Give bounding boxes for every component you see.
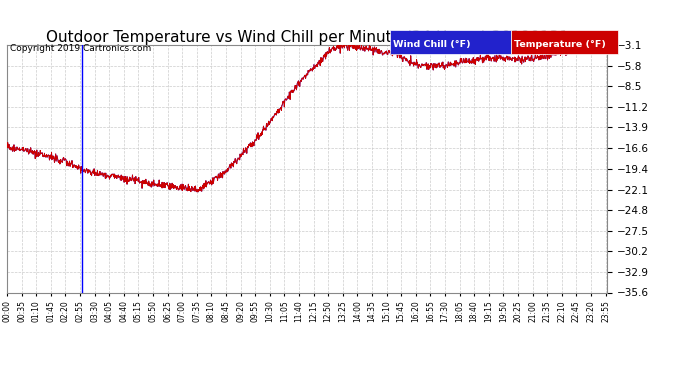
Text: Wind Chill (°F): Wind Chill (°F) [393,40,471,49]
Title: Outdoor Temperature vs Wind Chill per Minute (24 Hours) 20190131: Outdoor Temperature vs Wind Chill per Mi… [46,30,569,45]
Text: Temperature (°F): Temperature (°F) [514,40,606,49]
Text: Copyright 2019 Cartronics.com: Copyright 2019 Cartronics.com [10,44,152,52]
